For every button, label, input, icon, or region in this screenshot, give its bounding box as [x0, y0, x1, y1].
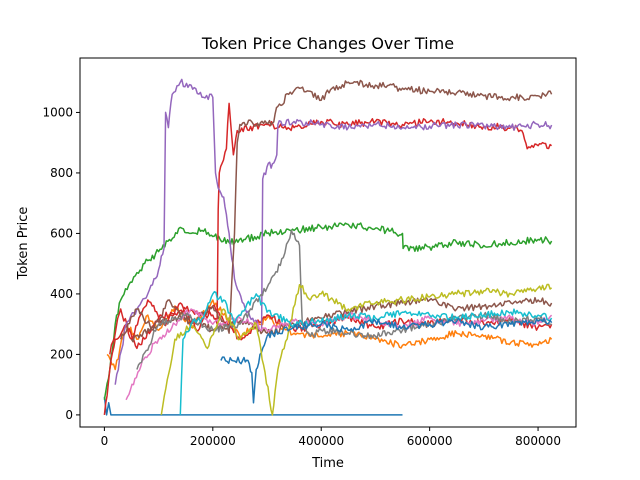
y-tick-label: 1000: [42, 105, 73, 119]
series-line-2: [106, 299, 553, 371]
y-tick-label: 200: [50, 347, 73, 361]
series-line-0: [103, 396, 403, 416]
plot-frame: [79, 57, 577, 428]
y-tick-label: 800: [50, 166, 73, 180]
chart-title: Token Price Changes Over Time: [201, 34, 454, 53]
plot-lines: [103, 78, 553, 416]
y-axis: 0 200 400 600 800 1000: [42, 105, 80, 422]
y-axis-label: Token Price: [16, 207, 31, 281]
x-axis: 0 200000 400000 600000 800000: [101, 427, 561, 448]
series-line-10: [136, 229, 552, 370]
y-tick-label: 600: [50, 226, 73, 240]
x-tick-label: 600000: [407, 434, 453, 448]
y-tick-label: 400: [50, 287, 73, 301]
series-line-6: [114, 78, 553, 385]
series-line-4: [103, 102, 553, 415]
series-line-11: [160, 283, 553, 416]
series-line-5: [109, 299, 553, 355]
series-line-3: [103, 222, 553, 400]
x-tick-label: 400000: [298, 434, 344, 448]
x-tick-label: 0: [101, 434, 109, 448]
series-line-1: [220, 336, 268, 404]
x-tick-label: 800000: [515, 434, 561, 448]
series-line-12: [179, 290, 553, 415]
x-tick-label: 200000: [190, 434, 236, 448]
y-tick-label: 0: [65, 408, 73, 422]
series-line-13: [266, 317, 553, 339]
x-axis-label: Time: [311, 456, 344, 471]
